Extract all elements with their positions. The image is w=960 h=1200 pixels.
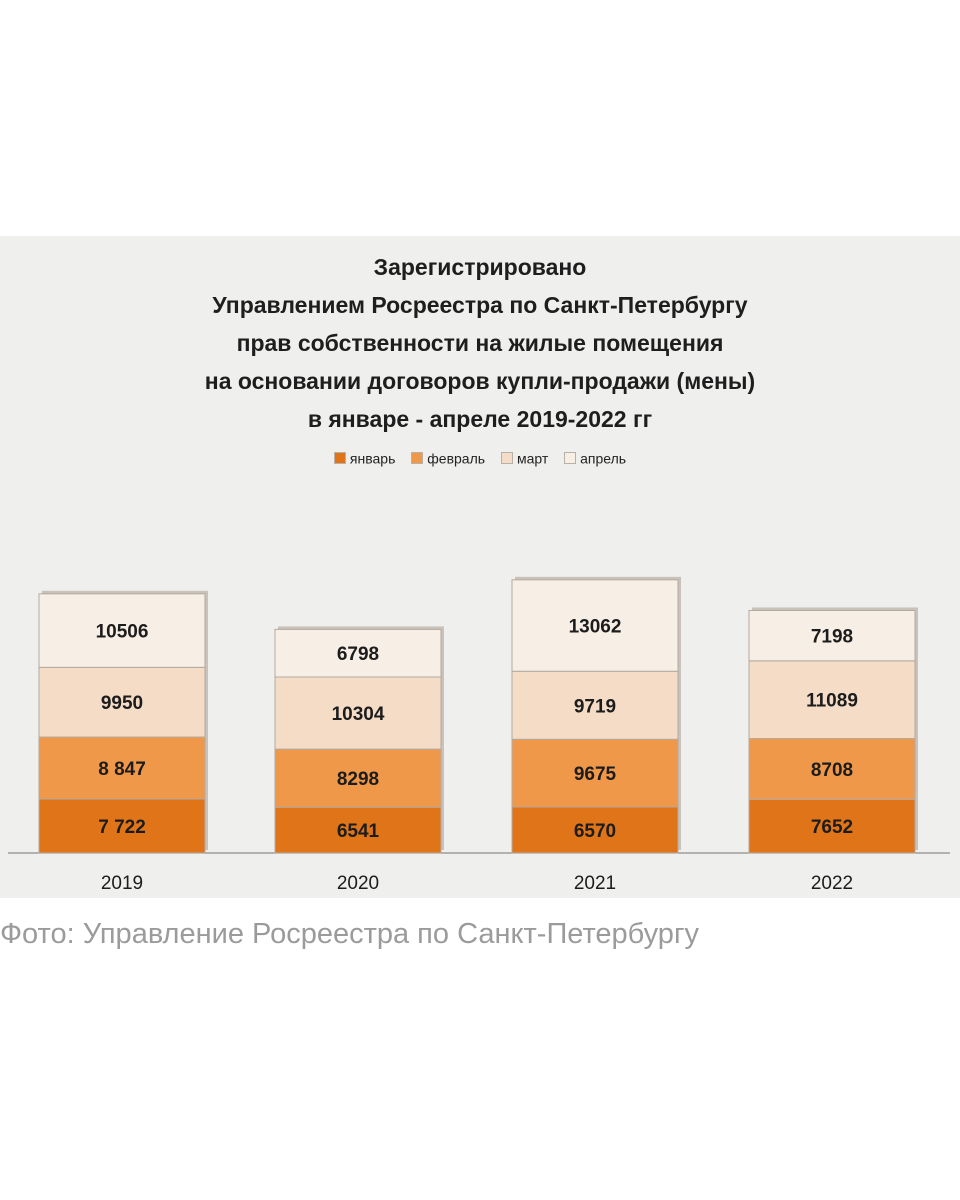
bar-segment [748, 660, 916, 739]
bar-segment [748, 609, 916, 662]
chart-title-line: Управлением Росреестра по Санкт-Петербур… [212, 292, 748, 318]
chart-panel: Зарегистрировано Управлением Росреестра … [0, 236, 960, 898]
bar-value-label: 10304 [332, 704, 385, 725]
bar-segment [511, 670, 679, 740]
x-tick-label: 2020 [337, 873, 379, 894]
chart-title-line: Зарегистрировано [373, 254, 587, 280]
bar-value-label: 9719 [574, 696, 616, 717]
chart-plot: 7 722 8 847 9950 10506 2019 6541 8298 10304 6798… [8, 576, 950, 894]
legend-label: апрель [580, 449, 627, 466]
bar-value-label: 6798 [337, 644, 379, 665]
bar-value-label: 9675 [574, 764, 617, 785]
x-tick-label: 2021 [574, 873, 616, 894]
bar-value-label: 7 722 [98, 817, 146, 838]
bar-segment [511, 738, 679, 808]
legend-item-february: февраль [411, 449, 485, 466]
bar-segment [38, 593, 206, 668]
bar-value-label: 11089 [806, 691, 858, 712]
bar-value-label: 8 847 [98, 759, 146, 780]
bar-value-label: 7652 [811, 817, 853, 838]
bar-segment [748, 737, 916, 800]
bar-value-label: 10506 [96, 622, 149, 643]
legend-swatch [500, 451, 513, 464]
bar-segment [274, 628, 442, 678]
bar-value-label: 6541 [337, 821, 380, 842]
chart-title-line: прав собственности на жилые помещения [236, 330, 724, 356]
bar-segment [511, 579, 679, 672]
legend-label: февраль [427, 449, 486, 466]
bar-value-label: 8708 [811, 760, 853, 781]
chart-title-line: на основании договоров купли-продажи (ме… [204, 368, 756, 394]
chart-title: Зарегистрировано Управлением Росреестра … [0, 248, 960, 438]
legend-swatch [411, 451, 424, 464]
bar-segment [274, 748, 442, 808]
legend-item-march: март [500, 449, 549, 466]
x-tick-label: 2019 [101, 873, 143, 894]
bar-segment [511, 806, 679, 854]
bar-segment [274, 806, 442, 854]
legend-label: март [516, 449, 549, 466]
photo-caption: Фото: Управление Росреестра по Санкт-Пет… [0, 918, 700, 950]
bar-segment [274, 676, 442, 750]
chart-legend: январь февраль март апрель [0, 448, 960, 466]
bar-value-label: 6570 [574, 821, 616, 842]
bar-value-label: 7198 [811, 627, 853, 648]
bar-value-label: 8298 [337, 769, 379, 790]
legend-swatch [333, 451, 346, 464]
bar-value-label: 9950 [101, 693, 143, 714]
legend-item-april: апрель [564, 449, 626, 466]
x-tick-label: 2022 [811, 873, 853, 894]
legend-label: январь [349, 449, 396, 466]
bar-segment [38, 736, 206, 800]
legend-swatch [564, 451, 577, 464]
legend-item-january: январь [333, 449, 396, 466]
bar-segment [38, 798, 206, 854]
bar-segment [748, 798, 916, 854]
chart-title-line: в январе - апреле 2019-2022 гг [307, 406, 653, 432]
bar-value-label: 13062 [569, 617, 622, 638]
